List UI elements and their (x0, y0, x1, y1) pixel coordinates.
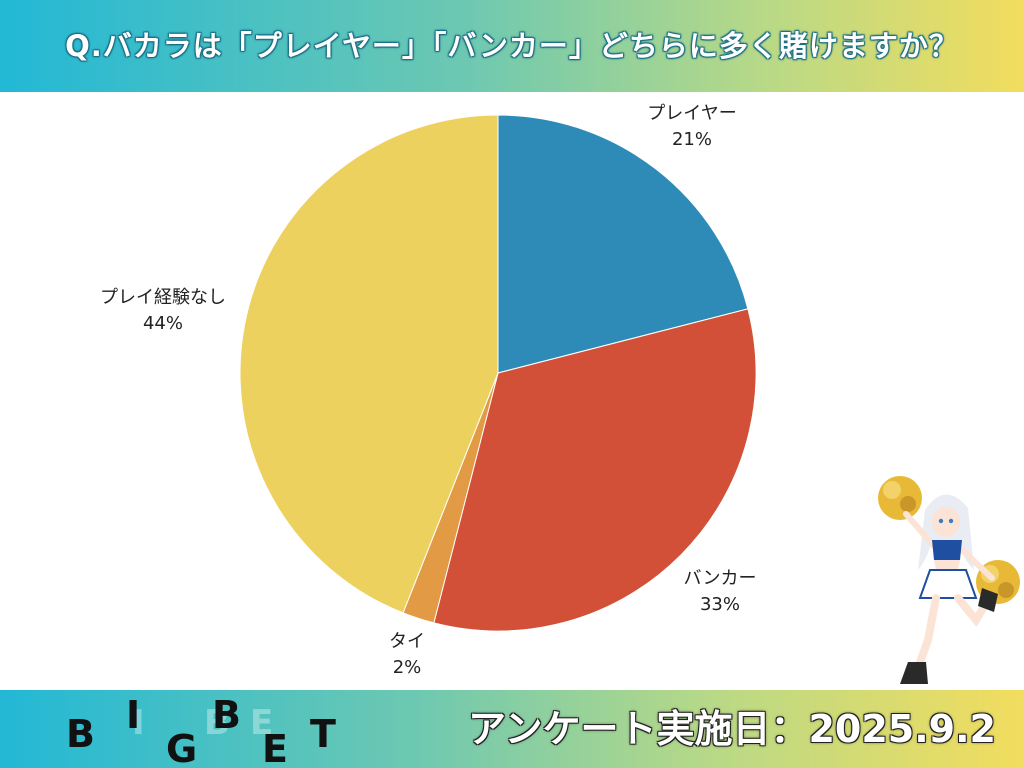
logo-letter-b2: B (212, 693, 241, 737)
boot-left-icon (900, 662, 928, 684)
logo-ghost-b: B (204, 703, 230, 743)
slice-pct-tie: 2% (393, 657, 422, 678)
pom-pom-left-icon (878, 476, 922, 520)
boot-right-icon (978, 588, 998, 612)
bigbet-logo: B E I B I G B E T (66, 693, 336, 768)
slice-pct-no-experience: 44% (143, 313, 183, 334)
page-title: Q.バカラは「プレイヤー」「バンカー」どちらに多く賭けますか？ (65, 29, 959, 63)
logo-letter-i: I (126, 693, 140, 737)
survey-date: アンケート実施日：2025.9.2 (468, 707, 996, 751)
pie-chart-svg: プレイヤー 21% バンカー 33% タイ 2% プレイ経験なし 44% (100, 103, 757, 678)
footer-banner: B E I B I G B E T アンケート実施日：2025.9.2 (0, 690, 1024, 768)
logo-letter-t: T (310, 712, 336, 756)
slice-pct-banker: 33% (700, 594, 740, 615)
slice-label-no-experience: プレイ経験なし (100, 287, 226, 308)
logo-letter-e: E (262, 727, 288, 768)
pie-chart: プレイヤー 21% バンカー 33% タイ 2% プレイ経験なし 44% (0, 92, 1024, 690)
header-banner: Q.バカラは「プレイヤー」「バンカー」どちらに多く賭けますか？ (0, 0, 1024, 92)
logo-letter-b1: B (66, 712, 95, 756)
slice-pct-player: 21% (672, 129, 712, 150)
slice-label-banker: バンカー (684, 568, 757, 589)
cheerleader-mascot-icon (878, 476, 1020, 684)
logo-letter-g: G (166, 727, 197, 768)
slice-label-player: プレイヤー (647, 103, 736, 124)
logo-ghost-e: E (250, 703, 273, 743)
slice-no-experience (239, 114, 499, 614)
logo-ghost-i: I (132, 703, 145, 743)
slice-label-tie: タイ (389, 631, 425, 652)
slice-player (497, 114, 749, 374)
slice-banker (433, 308, 757, 632)
